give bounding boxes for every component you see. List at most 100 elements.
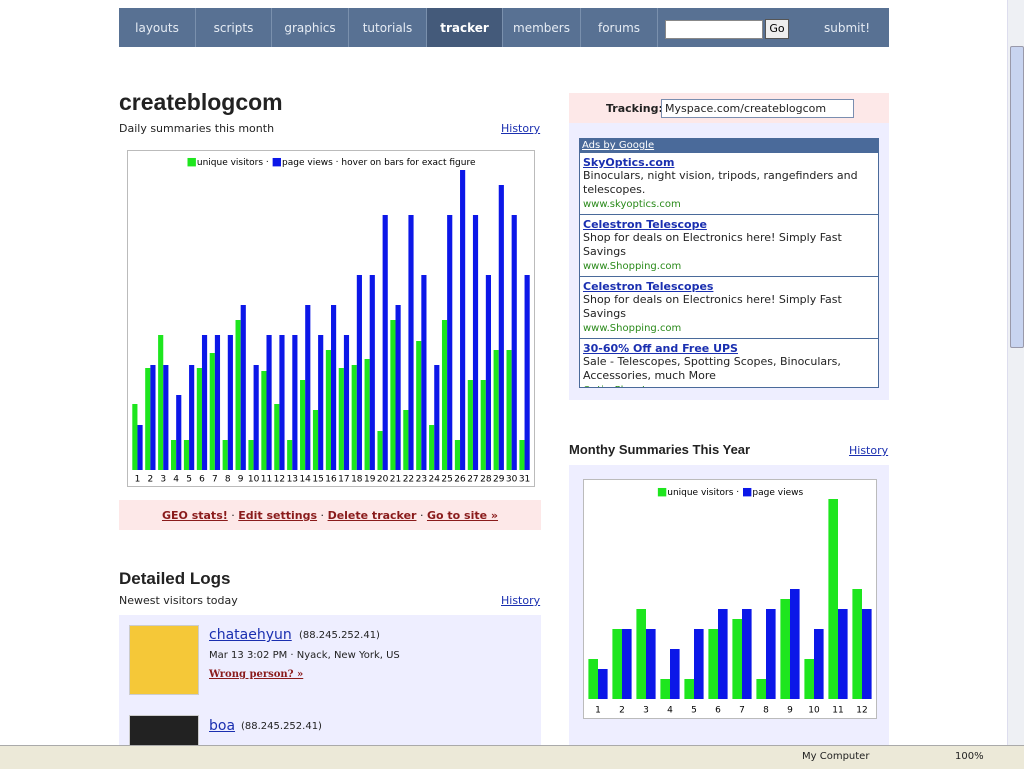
bar[interactable] [480,380,486,470]
nav-item[interactable]: forums [581,8,658,47]
bar[interactable] [498,185,504,470]
bar[interactable] [852,589,862,699]
bar[interactable] [305,305,311,470]
bar[interactable] [670,649,680,699]
ad-url[interactable]: www.skyoptics.com [583,199,681,210]
action-link[interactable]: Delete tracker [327,509,417,522]
scroll-thumb[interactable] [1010,46,1024,348]
bar[interactable] [756,679,766,699]
tracking-select[interactable]: Myspace.com/createblogcom [661,99,854,118]
bar[interactable] [838,609,848,699]
bar[interactable] [408,215,414,470]
bar[interactable] [351,365,357,470]
action-link[interactable]: GEO stats! [161,509,228,522]
history-link[interactable]: History [501,122,541,135]
zoom[interactable]: 100% [955,751,984,762]
bar[interactable] [732,619,742,699]
bar[interactable] [708,629,718,699]
visitor-name[interactable]: boa [209,718,236,734]
bar[interactable] [171,440,177,470]
bar[interactable] [325,350,331,470]
bar[interactable] [318,335,324,470]
bar[interactable] [287,440,293,470]
bar[interactable] [684,679,694,699]
nav-item[interactable]: graphics [272,8,349,47]
bar[interactable] [646,629,656,699]
bar[interactable] [189,365,195,470]
bar[interactable] [598,669,608,699]
bar[interactable] [467,380,473,470]
bar[interactable] [434,365,440,470]
bar[interactable] [472,215,479,470]
bar[interactable] [377,431,383,470]
bar[interactable] [132,404,138,470]
bar[interactable] [150,365,156,470]
ad-title[interactable]: Celestron Telescope [583,218,707,231]
bar[interactable] [196,368,202,470]
bar[interactable] [261,371,267,470]
bar[interactable] [331,305,337,470]
bar[interactable] [493,350,499,470]
bar[interactable] [176,395,182,470]
history-link[interactable]: History [501,594,541,607]
nav-item[interactable]: tutorials [349,8,427,47]
bar[interactable] [266,335,272,470]
bar[interactable] [694,629,704,699]
ad-title[interactable]: Celestron Telescopes [583,280,714,293]
bar[interactable] [343,335,350,470]
bar[interactable] [222,440,228,470]
bar[interactable] [356,275,362,470]
bar[interactable] [485,275,491,470]
bar[interactable] [441,320,448,470]
bar[interactable] [421,275,427,470]
bar[interactable] [416,341,422,470]
bar[interactable] [506,350,512,470]
bar[interactable] [780,599,790,699]
bar[interactable] [828,499,838,699]
bar[interactable] [519,440,525,470]
bar[interactable] [364,359,370,470]
search-box[interactable] [665,20,763,39]
visitor-name[interactable]: chataehyun [209,627,292,643]
bar[interactable] [588,659,598,699]
ad-url[interactable]: www.Shopping.com [583,261,682,272]
bar[interactable] [300,380,306,470]
bar[interactable] [274,404,280,470]
bar[interactable] [403,410,409,470]
bar[interactable] [660,679,670,699]
ad-title[interactable]: SkyOptics.com [583,156,675,169]
nav-item[interactable]: scripts [196,8,272,47]
bar[interactable] [804,659,814,699]
bar[interactable] [145,368,151,470]
bar[interactable] [369,275,375,470]
bar[interactable] [390,320,396,470]
ad-title[interactable]: 30-60% Off and Free UPS [583,342,738,355]
scrollbar[interactable] [1007,0,1024,745]
bar[interactable] [790,589,800,699]
bar[interactable] [209,353,215,470]
wrong-person[interactable]: Wrong person? » [209,669,304,680]
bar[interactable] [312,410,319,470]
ad-url[interactable]: OpticsPlanet.com [583,385,671,387]
action-link[interactable]: Go to site » [426,509,499,522]
bar[interactable] [248,440,254,470]
bar[interactable] [622,629,632,699]
ad-url[interactable]: www.Shopping.com [583,323,682,334]
bar[interactable] [742,609,752,699]
nav-item[interactable]: members [503,8,581,47]
bar[interactable] [429,425,435,470]
bar[interactable] [292,335,298,470]
history-link[interactable]: History [849,444,889,457]
bar[interactable] [214,335,221,470]
bar[interactable] [338,368,344,470]
bar[interactable] [612,629,622,699]
bar[interactable] [253,365,259,470]
bar[interactable] [183,440,190,470]
bar[interactable] [240,305,246,470]
bar[interactable] [137,425,143,470]
bar[interactable] [460,170,466,470]
bar[interactable] [862,609,872,699]
bar[interactable] [235,320,241,470]
bar[interactable] [279,335,285,470]
search-button[interactable]: Go [765,19,789,39]
